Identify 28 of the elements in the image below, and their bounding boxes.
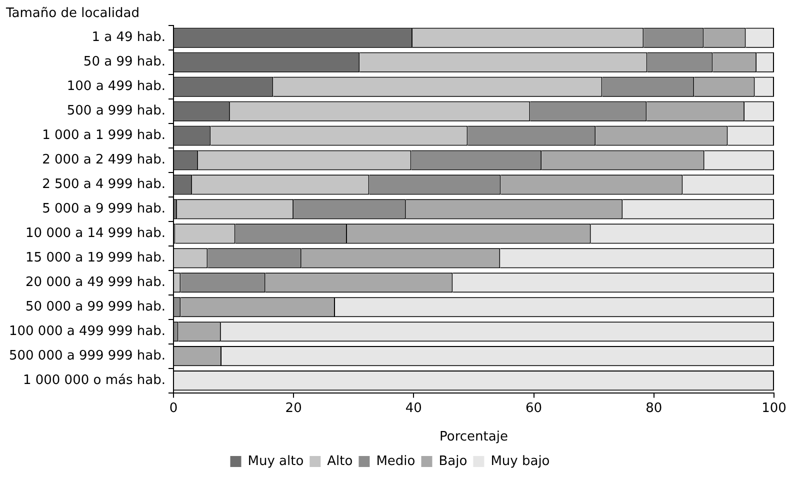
y-tick-label: 50 000 a 99 999 hab. <box>26 299 166 314</box>
y-tick-label: 20 000 a 49 999 hab. <box>26 275 166 290</box>
legend-label: Bajo <box>438 454 468 469</box>
y-tick-label: 1 000 000 o más hab. <box>22 372 166 388</box>
x-tick-label: 100 <box>762 400 786 416</box>
x-tick-label: 80 <box>646 400 662 416</box>
y-axis-title: Tamaño de localidad <box>5 6 140 22</box>
x-axis-title: Porcentaje <box>440 430 508 445</box>
y-tick-label: 500 a 999 hab. <box>66 104 166 119</box>
y-tick-label: 500 000 a 999 999 hab. <box>8 348 166 364</box>
y-tick-label: 1 000 a 1 999 hab. <box>42 128 166 144</box>
y-tick-label: 5 000 a 9 999 hab. <box>42 202 166 217</box>
y-tick-label: 1 a 49 hab. <box>92 30 166 46</box>
legend-label: Muy bajo <box>490 454 550 469</box>
x-tick-label: 0 <box>169 400 178 416</box>
y-tick-label: 100 a 499 hab. <box>66 79 166 94</box>
y-tick-label: 10 000 a 14 999 hab. <box>26 226 166 242</box>
legend-label: Medio <box>376 454 416 469</box>
y-tick-label: 100 000 a 499 999 hab. <box>8 324 166 339</box>
x-tick-label: 20 <box>285 400 302 416</box>
y-tick-label: 2 500 a 4 999 hab. <box>42 177 166 192</box>
x-tick-label: 40 <box>405 400 422 416</box>
x-tick-label: 60 <box>526 400 542 416</box>
y-tick-label: 2 000 a 2 499 hab. <box>42 152 166 168</box>
legend-label: Alto <box>327 454 353 469</box>
y-tick-label: 15 000 a 19 999 hab. <box>26 250 166 266</box>
y-tick-label: 50 a 99 hab. <box>83 54 166 70</box>
legend-label: Muy alto <box>248 454 304 469</box>
